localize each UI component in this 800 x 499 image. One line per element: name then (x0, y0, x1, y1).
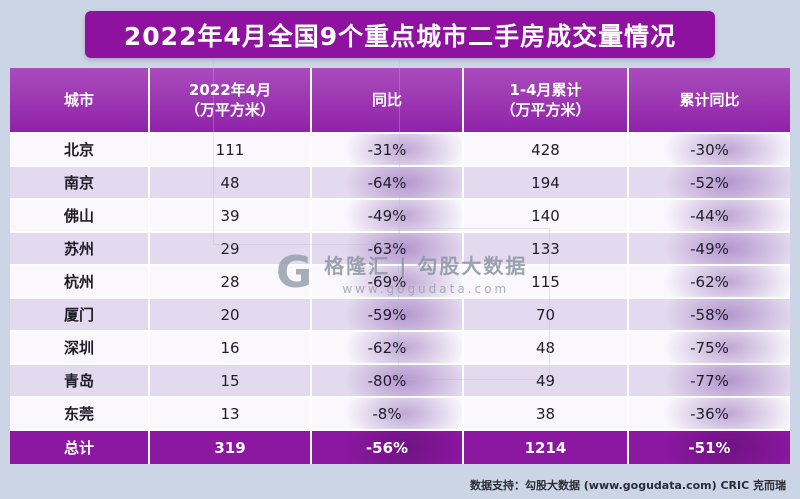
table-row: 南京 48 -64% 194 -52% (10, 167, 790, 198)
yoy-cell: -8% (312, 398, 462, 429)
apr-header: 2022年4月 （万平方米） (150, 68, 310, 132)
header-label: 城市 (63, 90, 94, 109)
cum-yoy-cell: -49% (629, 233, 790, 264)
cum-value-cell: 140 (464, 200, 627, 231)
table-row: 厦门 20 -59% 70 -58% (10, 299, 790, 330)
apr-value-cell: 13 (150, 398, 310, 429)
data-source-text: 数据支持：勾股大数据 (www.gogudata.com) CRIC 克而瑞 (469, 479, 786, 492)
cum-value-cell: 194 (464, 167, 627, 198)
city-cell: 总计 (10, 431, 148, 464)
cum-yoy-header: 累计同比 (629, 68, 790, 132)
cum-yoy-cell: -62% (629, 266, 790, 297)
table-header-row: 城市 2022年4月 （万平方米） 同比 1-4月累计 （万平方米） 累计同比 (10, 68, 790, 132)
apr-value-cell: 20 (150, 299, 310, 330)
yoy-cell: -62% (312, 332, 462, 363)
cum-yoy-cell: -52% (629, 167, 790, 198)
cum-header: 1-4月累计 （万平方米） (464, 68, 627, 132)
header-label: 同比 (371, 90, 402, 109)
cum-yoy-cell: -30% (629, 134, 790, 165)
table-body: 北京 111 -31% 428 -30% 南京 48 -64% 194 -52% 佛山 39 -49% 1… (10, 134, 790, 464)
cum-yoy-cell: -75% (629, 332, 790, 363)
yoy-cell: -31% (312, 134, 462, 165)
cum-yoy-cell: -36% (629, 398, 790, 429)
city-cell: 杭州 (10, 266, 148, 297)
cum-value-cell: 38 (464, 398, 627, 429)
table-row: 东莞 13 -8% 38 -36% (10, 398, 790, 429)
header-label: 1-4月累计 (509, 80, 582, 99)
total-row: 总计 319 -56% 1214 -51% (10, 431, 790, 464)
apr-value-cell: 28 (150, 266, 310, 297)
cum-value-cell: 428 (464, 134, 627, 165)
yoy-header: 同比 (312, 68, 462, 132)
apr-value-cell: 29 (150, 233, 310, 264)
yoy-cell: -69% (312, 266, 462, 297)
cum-yoy-cell: -51% (629, 431, 790, 464)
city-cell: 深圳 (10, 332, 148, 363)
cum-value-cell: 49 (464, 365, 627, 396)
city-cell: 苏州 (10, 233, 148, 264)
data-table: 城市 2022年4月 （万平方米） 同比 1-4月累计 （万平方米） 累计同比 … (10, 68, 790, 464)
table-row: 杭州 28 -69% 115 -62% (10, 266, 790, 297)
apr-value-cell: 16 (150, 332, 310, 363)
cum-value-cell: 1214 (464, 431, 627, 464)
cum-value-cell: 70 (464, 299, 627, 330)
city-cell: 佛山 (10, 200, 148, 231)
city-cell: 东莞 (10, 398, 148, 429)
header-sublabel: （万平方米） (500, 101, 591, 119)
cum-yoy-cell: -58% (629, 299, 790, 330)
city-header: 城市 (10, 68, 148, 132)
data-source-credit: 数据支持：勾股大数据 (www.gogudata.com) CRIC 克而瑞 (470, 477, 786, 493)
yoy-cell: -63% (312, 233, 462, 264)
header-label: 累计同比 (679, 90, 740, 109)
page-title-text: 2022年4月全国9个重点城市二手房成交量情况 (123, 21, 677, 51)
yoy-cell: -80% (312, 365, 462, 396)
cum-value-cell: 48 (464, 332, 627, 363)
table-row: 佛山 39 -49% 140 -44% (10, 200, 790, 231)
header-sublabel: （万平方米） (184, 101, 275, 119)
cum-yoy-cell: -44% (629, 200, 790, 231)
city-cell: 青岛 (10, 365, 148, 396)
page-title: 2022年4月全国9个重点城市二手房成交量情况 (85, 11, 715, 58)
city-cell: 北京 (10, 134, 148, 165)
table-row: 青岛 15 -80% 49 -77% (10, 365, 790, 396)
yoy-cell: -56% (312, 431, 462, 464)
apr-value-cell: 111 (150, 134, 310, 165)
cum-value-cell: 115 (464, 266, 627, 297)
city-cell: 厦门 (10, 299, 148, 330)
cum-yoy-cell: -77% (629, 365, 790, 396)
header-label: 2022年4月 (188, 80, 272, 99)
table-row: 苏州 29 -63% 133 -49% (10, 233, 790, 264)
table-row: 北京 111 -31% 428 -30% (10, 134, 790, 165)
cum-value-cell: 133 (464, 233, 627, 264)
apr-value-cell: 319 (150, 431, 310, 464)
apr-value-cell: 15 (150, 365, 310, 396)
table-row: 深圳 16 -62% 48 -75% (10, 332, 790, 363)
yoy-cell: -64% (312, 167, 462, 198)
city-cell: 南京 (10, 167, 148, 198)
yoy-cell: -49% (312, 200, 462, 231)
yoy-cell: -59% (312, 299, 462, 330)
apr-value-cell: 48 (150, 167, 310, 198)
apr-value-cell: 39 (150, 200, 310, 231)
